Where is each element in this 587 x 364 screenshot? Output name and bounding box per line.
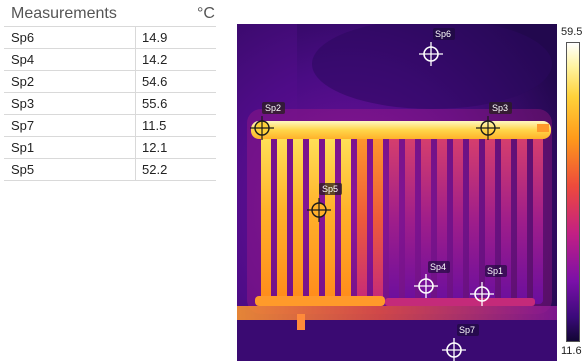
unit-label: °C (197, 5, 215, 22)
scale-min-label: 11.6 (561, 345, 582, 357)
spot-label: Sp5 (322, 184, 338, 194)
spot-name: Sp5 (4, 158, 136, 181)
spot-label: Sp3 (492, 103, 508, 113)
thermal-canvas: Sp6 Sp2 Sp3 Sp5 Sp4 (237, 24, 557, 361)
panel-title: Measurements (11, 5, 117, 22)
spot-label: Sp2 (265, 103, 281, 113)
spot-sp4[interactable]: Sp4 (414, 261, 450, 298)
spot-sp5[interactable]: Sp5 (307, 183, 342, 222)
table-row[interactable]: Sp4 14.2 (4, 48, 216, 71)
spot-label: Sp1 (487, 266, 503, 276)
spot-sp2[interactable]: Sp2 (250, 102, 285, 140)
thermal-image[interactable]: Sp6 Sp2 Sp3 Sp5 Sp4 (237, 24, 557, 361)
spot-sp3[interactable]: Sp3 (476, 102, 512, 140)
table-row[interactable]: Sp2 54.6 (4, 70, 216, 93)
table-row[interactable]: Sp5 52.2 (4, 158, 216, 181)
spot-value: 14.2 (135, 48, 216, 71)
spot-sp6[interactable]: Sp6 (419, 28, 455, 66)
spot-sp1[interactable]: Sp1 (470, 265, 507, 306)
spot-value: 55.6 (135, 92, 216, 115)
spot-name: Sp1 (4, 136, 136, 159)
color-scale-bar (566, 42, 580, 342)
scale-max-label: 59.5 (561, 26, 583, 38)
measurements-table: Sp6 14.9 Sp4 14.2 Sp2 54.6 Sp3 55.6 Sp7 … (4, 26, 216, 181)
spot-value: 52.2 (135, 158, 216, 181)
spot-name: Sp7 (4, 114, 136, 137)
spot-value: 11.5 (135, 114, 216, 137)
spot-name: Sp3 (4, 92, 136, 115)
table-row[interactable]: Sp6 14.9 (4, 26, 216, 49)
spot-name: Sp6 (4, 26, 136, 49)
spot-label: Sp6 (435, 29, 451, 39)
table-row[interactable]: Sp1 12.1 (4, 136, 216, 159)
measurements-panel: Measurements °C Sp6 14.9 Sp4 14.2 Sp2 54… (0, 0, 218, 364)
spot-value: 54.6 (135, 70, 216, 93)
spot-sp7[interactable]: Sp7 (442, 324, 479, 361)
spot-value: 12.1 (135, 136, 216, 159)
table-row[interactable]: Sp3 55.6 (4, 92, 216, 115)
spot-name: Sp2 (4, 70, 136, 93)
spot-label: Sp4 (430, 262, 446, 272)
radiator (251, 121, 551, 306)
spot-label: Sp7 (459, 325, 475, 335)
spot-value: 14.9 (135, 26, 216, 49)
spot-name: Sp4 (4, 48, 136, 71)
table-row[interactable]: Sp7 11.5 (4, 114, 216, 137)
